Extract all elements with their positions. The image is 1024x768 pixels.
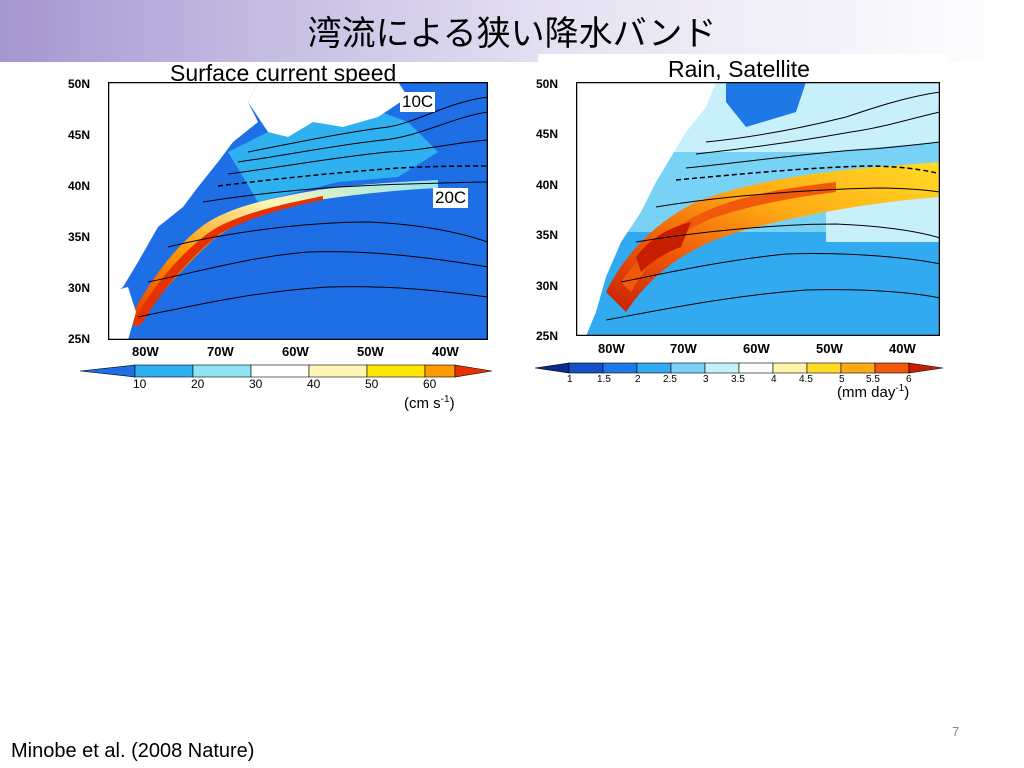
right-title-box: [538, 54, 948, 84]
lat-label: 30N: [68, 281, 91, 295]
lat-label: 30N: [536, 279, 559, 293]
left-units: (cm s-1): [404, 394, 455, 412]
colorbar-tick: 3.5: [731, 374, 745, 385]
lon-label: 70W: [670, 341, 697, 356]
colorbar-tick: 6: [906, 374, 912, 385]
lat-label: 50N: [536, 77, 559, 91]
lat-label: 25N: [536, 329, 559, 343]
rain-blue-patches: [726, 82, 806, 127]
right-colorbar: [535, 362, 943, 374]
lon-label: 50W: [816, 341, 843, 356]
colorbar-tick: 3: [703, 374, 709, 385]
lat-label: 40N: [68, 179, 91, 193]
lat-label: 45N: [536, 127, 559, 141]
right-map: [576, 82, 940, 336]
left-colorbar: [80, 364, 492, 378]
title-bar: [0, 0, 1024, 62]
land-east: [248, 82, 408, 137]
citation: Minobe et al. (2008 Nature): [11, 740, 255, 762]
lat-label: 35N: [68, 230, 91, 244]
lat-label: 35N: [536, 228, 559, 242]
colorbar-tick: 4: [771, 374, 777, 385]
lon-label: 40W: [889, 341, 916, 356]
lon-label: 70W: [207, 344, 234, 359]
sst-contours: [137, 96, 488, 318]
isotherm-label-20c: 20C: [433, 188, 469, 208]
colorbar-tick: 40: [307, 377, 321, 391]
colorbar-tick: 1: [567, 374, 573, 385]
land-florida: [108, 287, 136, 340]
colorbar-tick: 5.5: [866, 374, 880, 385]
colorbar-tick: 30: [249, 377, 263, 391]
land: [576, 82, 716, 336]
sst-contours: [605, 91, 940, 321]
colorbar-tick: 20: [191, 377, 205, 391]
colorbar-tick: 5: [839, 374, 845, 385]
lon-label: 80W: [598, 341, 625, 356]
rain-band: [606, 162, 940, 312]
colorbar-tick: 50: [365, 377, 379, 391]
land: [108, 82, 258, 297]
lat-label: 45N: [68, 128, 91, 142]
lon-label: 50W: [357, 344, 384, 359]
colorbar-tick: 4.5: [799, 374, 813, 385]
right-map-title: Rain, Satellite: [668, 56, 810, 82]
lon-label: 60W: [743, 341, 770, 356]
lat-label: 50N: [68, 77, 91, 91]
left-map-title: Surface current speed: [170, 60, 397, 86]
lon-label: 40W: [432, 344, 459, 359]
lat-label: 25N: [68, 332, 91, 346]
colorbar-tick: 10: [133, 377, 147, 391]
slide-title: 湾流による狭い降水バンド: [307, 14, 717, 54]
lon-label: 80W: [132, 344, 159, 359]
right-units: (mm day-1): [837, 383, 910, 401]
colorbar-tick: 2: [635, 374, 641, 385]
lat-label: 40N: [536, 178, 559, 192]
colorbar-tick: 1.5: [597, 374, 611, 385]
left-map: [108, 82, 488, 340]
isotherm-label-10c: 10C: [400, 92, 436, 112]
page-number: 7: [952, 724, 960, 739]
lon-label: 60W: [282, 344, 309, 359]
rain-peak: [636, 222, 691, 272]
colorbar-tick: 2.5: [663, 374, 677, 385]
colorbar-tick: 60: [423, 377, 437, 391]
